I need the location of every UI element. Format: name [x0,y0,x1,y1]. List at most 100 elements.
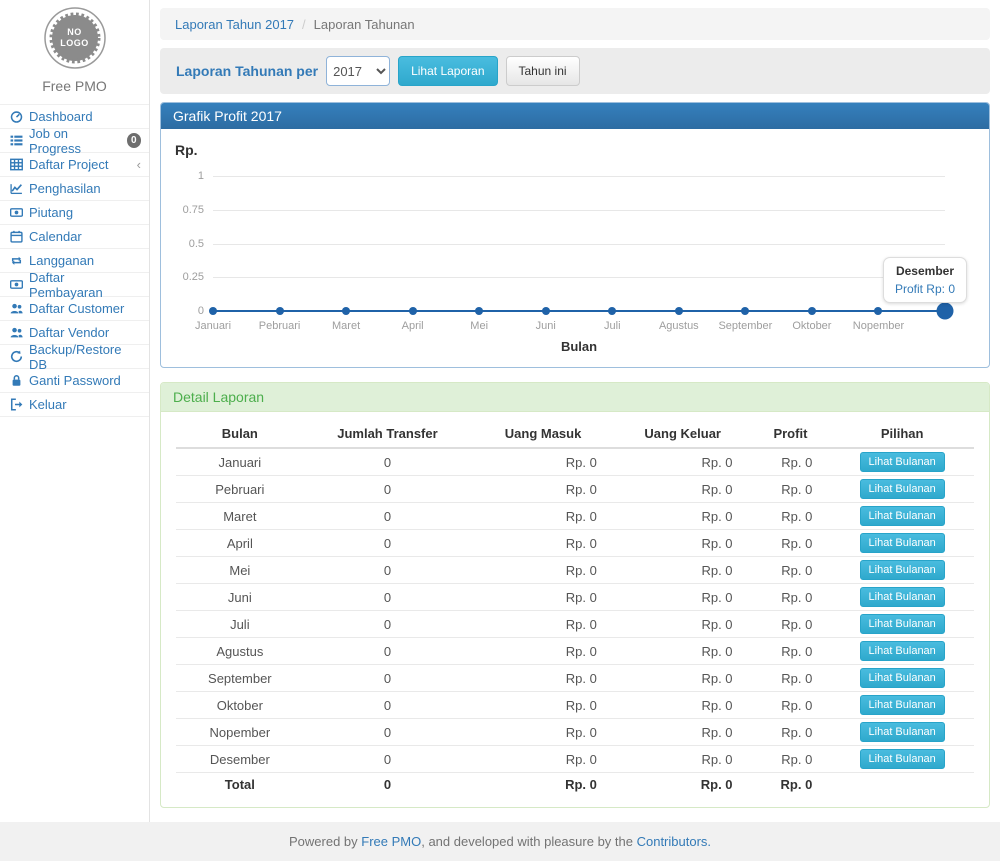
lihat-laporan-button[interactable]: Lihat Laporan [398,56,497,86]
cell-pilihan: Lihat Bulanan [830,638,974,665]
cell-jumlah-transfer: 0 [304,638,472,665]
sidebar-item-label: Ganti Password [29,373,121,388]
lihat-bulanan-button[interactable]: Lihat Bulanan [860,749,945,769]
data-point-nopember[interactable] [874,307,882,315]
table-header-row: BulanJumlah TransferUang MasukUang Kelua… [176,420,974,448]
cell-bulan: Pebruari [176,476,304,503]
lock-icon [10,374,23,387]
breadcrumb: Laporan Tahun 2017 / Laporan Tahunan [160,8,990,40]
cell-uang-keluar: Rp. 0 [615,584,751,611]
column-header: Uang Masuk [471,420,615,448]
sidebar-item-daftar-customer[interactable]: Daftar Customer [0,297,149,321]
chevron-left-icon: ‹ [137,158,141,171]
footer-link-contributors[interactable]: Contributors. [637,834,711,849]
cell-profit: Rp. 0 [751,530,831,557]
cell-uang-masuk: Rp. 0 [471,448,615,476]
sidebar-item-label: Daftar Customer [29,301,124,316]
cell-jumlah-transfer: 0 [304,448,472,476]
cell-uang-keluar: Rp. 0 [615,611,751,638]
cell-pilihan: Lihat Bulanan [830,530,974,557]
lihat-bulanan-button[interactable]: Lihat Bulanan [860,722,945,742]
sidebar-item-piutang[interactable]: Piutang [0,201,149,225]
logo-area: NO LOGO Free PMO [0,0,149,104]
footer-link-free-pmo[interactable]: Free PMO [361,834,421,849]
table-row: Mei0Rp. 0Rp. 0Rp. 0Lihat Bulanan [176,557,974,584]
gridline [213,277,945,278]
gridline [213,244,945,245]
data-point-juli[interactable] [608,307,616,315]
lihat-bulanan-button[interactable]: Lihat Bulanan [860,668,945,688]
cell-uang-keluar: Rp. 0 [615,746,751,773]
cell-bulan: Juli [176,611,304,638]
sidebar-item-keluar[interactable]: Keluar [0,393,149,417]
sidebar-item-job-on-progress[interactable]: Job on Progress 0 [0,129,149,153]
year-select[interactable]: 2017 [326,56,390,86]
data-point-desember[interactable] [937,303,954,320]
profit-chart: Rp. Bulan 10.750.50.250JanuariPebruariMa… [161,129,989,367]
data-point-agustus[interactable] [675,307,683,315]
table-row: Juni0Rp. 0Rp. 0Rp. 0Lihat Bulanan [176,584,974,611]
cell-jumlah-transfer: 0 [304,530,472,557]
data-point-oktober[interactable] [808,307,816,315]
filter-label: Laporan Tahunan per [176,63,318,79]
lihat-bulanan-button[interactable]: Lihat Bulanan [860,506,945,526]
y-tick-label: 0.25 [183,271,204,283]
x-tick-label: Juni [536,320,556,332]
data-point-juni[interactable] [542,307,550,315]
sidebar-item-label: Backup/Restore DB [29,342,141,372]
lihat-bulanan-button[interactable]: Lihat Bulanan [860,614,945,634]
lihat-bulanan-button[interactable]: Lihat Bulanan [860,560,945,580]
no-logo-seal: NO LOGO [43,6,107,70]
sidebar-item-backup-restore-db[interactable]: Backup/Restore DB [0,345,149,369]
cell-bulan: Agustus [176,638,304,665]
table-icon [10,158,23,171]
table-row: Maret0Rp. 0Rp. 0Rp. 0Lihat Bulanan [176,503,974,530]
cell-uang-masuk: Rp. 0 [471,746,615,773]
sidebar-item-daftar-pembayaran[interactable]: Daftar Pembayaran [0,273,149,297]
cell-uang-keluar: Rp. 0 [615,476,751,503]
lihat-bulanan-button[interactable]: Lihat Bulanan [860,479,945,499]
lihat-bulanan-button[interactable]: Lihat Bulanan [860,452,945,472]
data-point-januari[interactable] [209,307,217,315]
lihat-bulanan-button[interactable]: Lihat Bulanan [860,533,945,553]
cell-pilihan: Lihat Bulanan [830,448,974,476]
breadcrumb-separator: / [302,17,306,32]
data-point-september[interactable] [741,307,749,315]
cell-bulan: Mei [176,557,304,584]
cell-profit: Rp. 0 [751,584,831,611]
cell-uang-masuk: Rp. 0 [471,584,615,611]
sidebar-item-calendar[interactable]: Calendar [0,225,149,249]
data-point-maret[interactable] [342,307,350,315]
lihat-bulanan-button[interactable]: Lihat Bulanan [860,695,945,715]
sidebar-item-penghasilan[interactable]: Penghasilan [0,177,149,201]
chart-tooltip: Desember Profit Rp: 0 [883,257,967,303]
sidebar-item-ganti-password[interactable]: Ganti Password [0,369,149,393]
breadcrumb-link-laporan-tahun[interactable]: Laporan Tahun 2017 [175,17,294,32]
data-point-april[interactable] [409,307,417,315]
y-tick-label: 0 [198,305,204,317]
cell-jumlah-transfer: 0 [304,746,472,773]
sidebar-item-label: Daftar Pembayaran [29,270,141,300]
cell-uang-keluar: Rp. 0 [615,665,751,692]
footer-text-prefix: Powered by [289,834,361,849]
data-point-pebruari[interactable] [276,307,284,315]
sidebar-item-daftar-project[interactable]: Daftar Project ‹ [0,153,149,177]
cell-profit: Rp. 0 [751,692,831,719]
cell-bulan: Nopember [176,719,304,746]
cell-profit: Rp. 0 [751,719,831,746]
cell-pilihan: Lihat Bulanan [830,719,974,746]
x-tick-label: Oktober [792,320,831,332]
tahun-ini-button[interactable]: Tahun ini [506,56,580,86]
cell-jumlah-transfer: 0 [304,476,472,503]
cell-pilihan: Lihat Bulanan [830,746,974,773]
cell-bulan: Oktober [176,692,304,719]
cell-uang-masuk: Rp. 0 [471,557,615,584]
sidebar-item-label: Piutang [29,205,73,220]
lihat-bulanan-button[interactable]: Lihat Bulanan [860,641,945,661]
data-point-mei[interactable] [475,307,483,315]
x-tick-label: Nopember [853,320,904,332]
lihat-bulanan-button[interactable]: Lihat Bulanan [860,587,945,607]
table-row: Januari0Rp. 0Rp. 0Rp. 0Lihat Bulanan [176,448,974,476]
sidebar-item-label: Job on Progress [29,126,121,156]
cell-jumlah-transfer: 0 [304,584,472,611]
